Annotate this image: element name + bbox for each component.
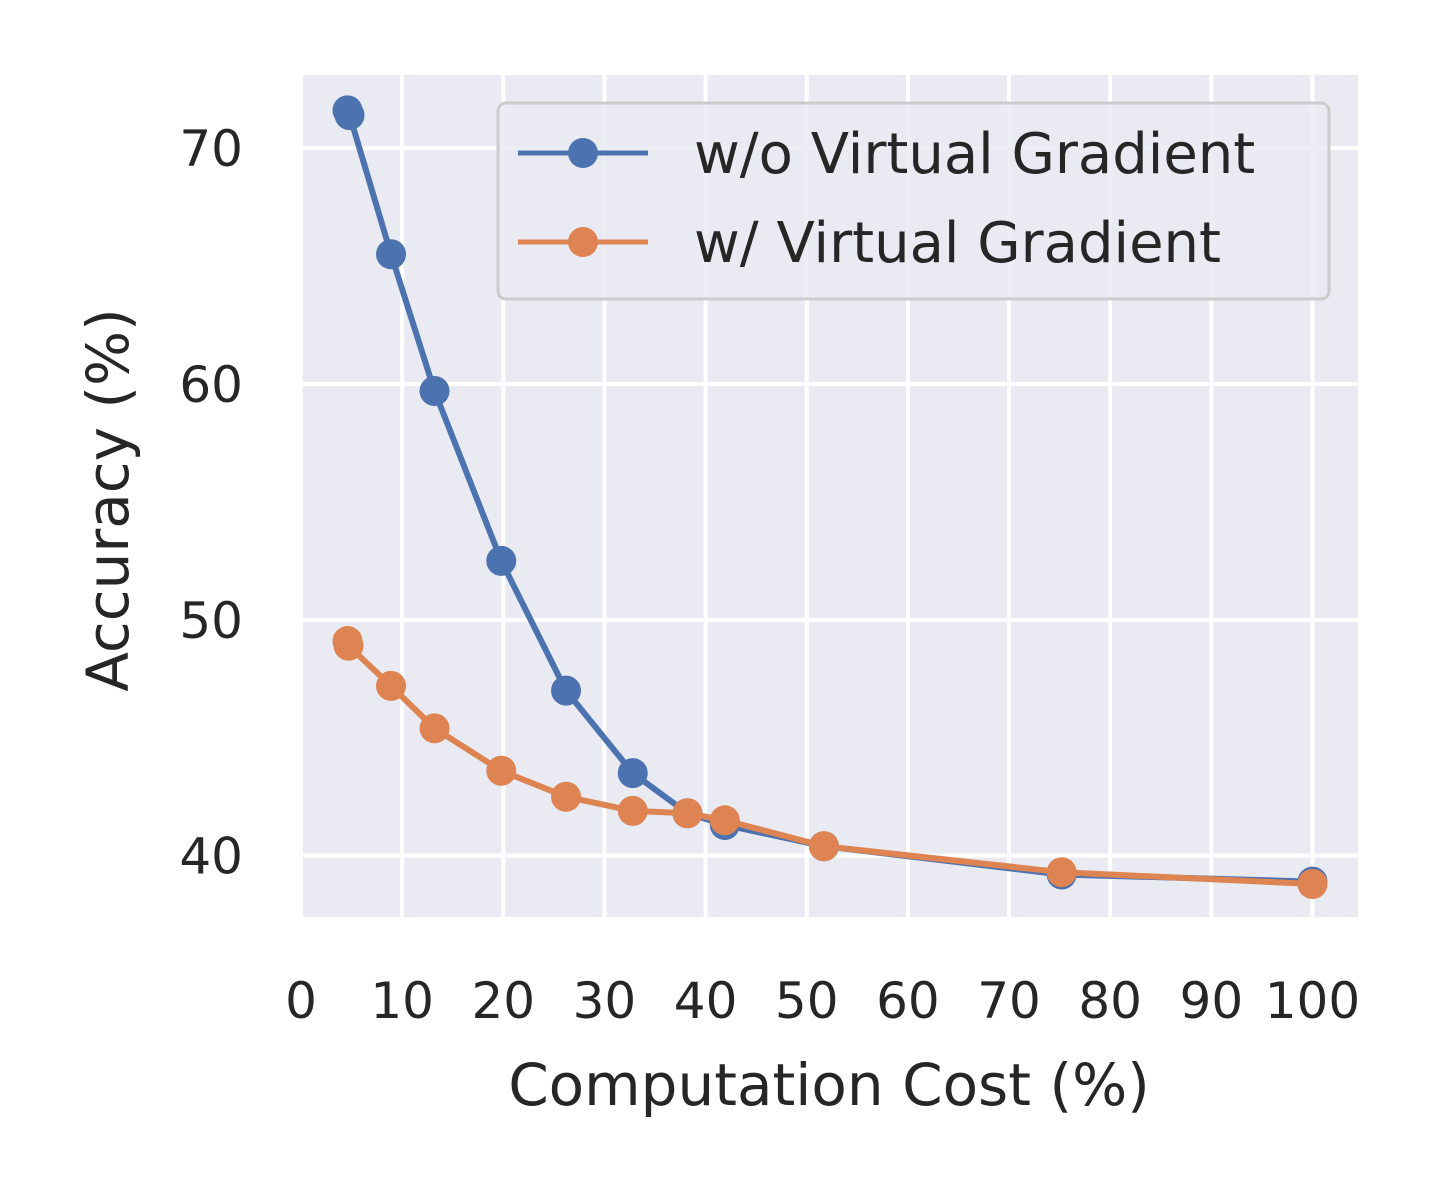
x-tick-labels: 0 10 20 30 40 50 60 70 80 90 100 (285, 972, 1360, 1030)
legend-box (496, 101, 1331, 301)
data-point-w-o-virtual-gradient (376, 239, 407, 270)
legend-label-w-virtual-gradient: w/ Virtual Gradient (694, 211, 1221, 276)
legend-marker-w-virtual-gradient (568, 227, 598, 257)
data-point-w-virtual-gradient (1046, 857, 1077, 888)
x-axis-label: Computation Cost (%) (508, 1051, 1150, 1119)
x-tick-label: 30 (573, 972, 637, 1030)
data-point-w-o-virtual-gradient (334, 100, 365, 131)
data-point-w-o-virtual-gradient (419, 376, 450, 407)
data-point-w-virtual-gradient (808, 831, 839, 862)
data-point-w-o-virtual-gradient (486, 545, 517, 576)
data-point-w-o-virtual-gradient (617, 758, 648, 789)
legend: w/o Virtual Gradient w/ Virtual Gradient (496, 101, 1331, 301)
y-tick-labels: 40 50 60 70 (179, 120, 243, 886)
data-point-w-virtual-gradient (672, 798, 703, 829)
legend-label-wo-virtual-gradient: w/o Virtual Gradient (694, 122, 1255, 187)
x-tick-label: 80 (1078, 972, 1142, 1030)
x-tick-label: 70 (977, 972, 1041, 1030)
y-tick-label: 60 (179, 356, 243, 414)
data-point-w-virtual-gradient (486, 755, 517, 786)
data-point-w-virtual-gradient (419, 713, 450, 744)
data-point-w-virtual-gradient (333, 630, 364, 661)
data-point-w-virtual-gradient (551, 781, 582, 812)
x-tick-label: 20 (471, 972, 535, 1030)
data-point-w-virtual-gradient (1297, 868, 1328, 899)
data-point-w-virtual-gradient (617, 795, 648, 826)
x-tick-label: 60 (876, 972, 940, 1030)
x-tick-label: 90 (1180, 972, 1244, 1030)
series-w-virtual-gradient (332, 626, 1328, 899)
data-point-w-virtual-gradient (376, 670, 407, 701)
data-point-w-o-virtual-gradient (551, 675, 582, 706)
legend-marker-wo-virtual-gradient (568, 138, 598, 168)
x-tick-label: 0 (285, 972, 317, 1030)
x-tick-label: 50 (775, 972, 839, 1030)
y-tick-label: 40 (179, 828, 243, 886)
x-tick-label: 10 (370, 972, 434, 1030)
data-point-w-virtual-gradient (709, 805, 740, 836)
y-tick-label: 50 (179, 592, 243, 650)
series-layer (332, 95, 1328, 899)
y-tick-label: 70 (179, 120, 243, 178)
x-tick-label: 100 (1265, 972, 1360, 1030)
y-axis-label: Accuracy (%) (74, 308, 142, 692)
x-tick-label: 40 (674, 972, 738, 1030)
